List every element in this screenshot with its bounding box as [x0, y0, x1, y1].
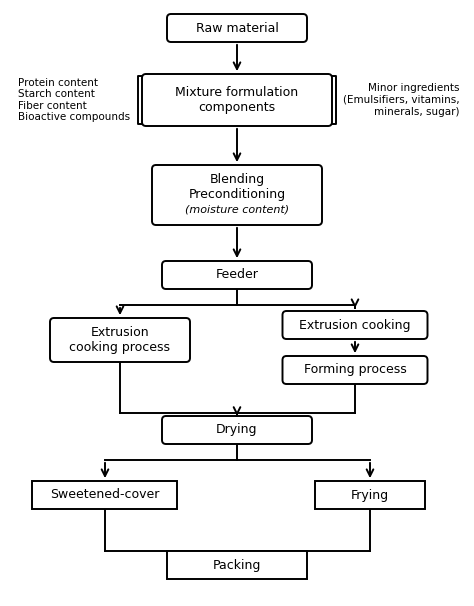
Text: Frying: Frying [351, 488, 389, 502]
Bar [167, 551, 307, 579]
FancyBboxPatch shape [142, 74, 332, 126]
FancyBboxPatch shape [50, 318, 190, 362]
FancyBboxPatch shape [283, 311, 428, 339]
Text: Extrusion
cooking process: Extrusion cooking process [70, 326, 171, 354]
Text: Drying: Drying [216, 424, 258, 436]
Text: Forming process: Forming process [304, 364, 406, 376]
Text: (moisture content): (moisture content) [185, 204, 289, 214]
Text: Extrusion cooking: Extrusion cooking [299, 319, 411, 331]
FancyBboxPatch shape [152, 165, 322, 225]
Bar [315, 481, 425, 509]
FancyBboxPatch shape [162, 416, 312, 444]
Text: Raw material: Raw material [196, 21, 278, 35]
Text: Minor ingredients
(Emulsifiers, vitamins,
minerals, sugar): Minor ingredients (Emulsifiers, vitamins… [343, 84, 460, 116]
Text: Packing: Packing [213, 559, 261, 571]
Text: Sweetened-cover: Sweetened-cover [50, 488, 160, 502]
Text: Feeder: Feeder [216, 268, 258, 282]
Text: Protein content
Starch content
Fiber content
Bioactive compounds: Protein content Starch content Fiber con… [18, 78, 130, 122]
Bar [33, 481, 177, 509]
Text: Blending
Preconditioning: Blending Preconditioning [189, 173, 285, 201]
FancyBboxPatch shape [162, 261, 312, 289]
FancyBboxPatch shape [283, 356, 428, 384]
Text: Mixture formulation
components: Mixture formulation components [175, 86, 299, 114]
FancyBboxPatch shape [167, 14, 307, 42]
